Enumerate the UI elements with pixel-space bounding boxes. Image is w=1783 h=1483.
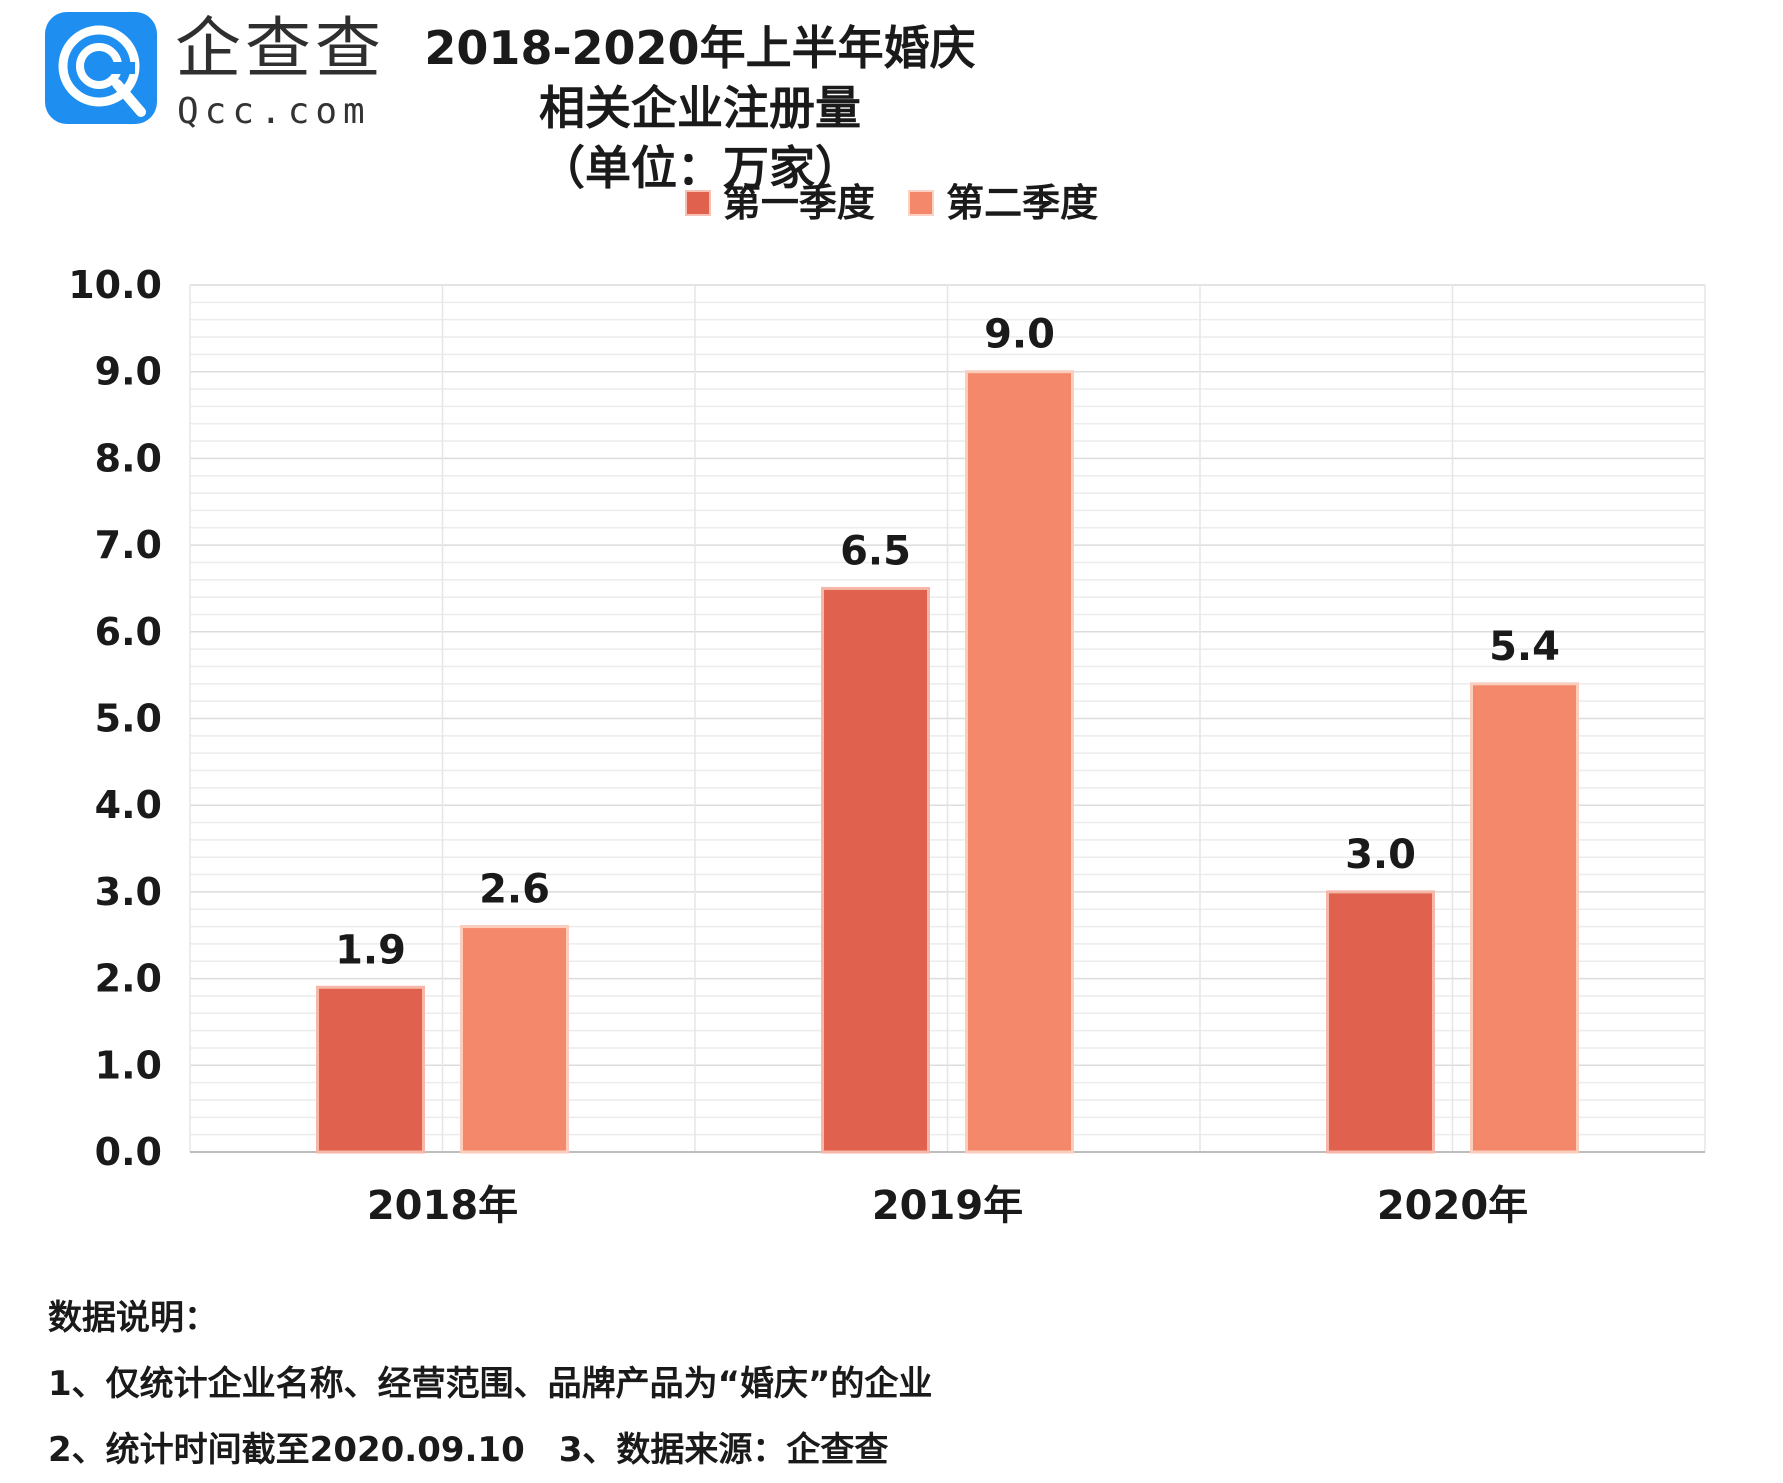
bar-value-label: 3.0 (1345, 832, 1416, 878)
bar (965, 370, 1074, 1154)
qcc-logo-icon (45, 12, 157, 124)
y-tick-label: 0.0 (95, 1130, 162, 1174)
y-tick-label: 5.0 (95, 697, 162, 741)
y-tick-label: 2.0 (95, 957, 162, 1001)
bar-value-label: 1.9 (335, 927, 406, 973)
bar-value-label: 2.6 (479, 867, 550, 913)
data-notes: 数据说明： 1、仅统计企业名称、经营范围、品牌产品为“婚庆”的企业 2、统计时间… (48, 1285, 932, 1483)
notes-line-2: 2、统计时间截至2020.09.10 3、数据来源：企查查 (48, 1430, 889, 1470)
bar-value-label: 5.4 (1489, 624, 1560, 670)
bar (316, 985, 425, 1154)
y-tick-label: 6.0 (95, 610, 162, 654)
bar-chart: 0.0 1.0 2.0 3.0 4.0 5.0 6.0 7.0 8.0 9.0 10.0 1.9 2.6… (68, 263, 1706, 1229)
legend-swatch-q2 (908, 189, 935, 216)
bar-value-label: 6.5 (840, 528, 911, 574)
x-tick-label: 2020年 (1377, 1183, 1528, 1229)
y-tick-label: 9.0 (95, 350, 162, 394)
logo: 企查查 Qcc.com (45, 12, 385, 132)
chart-title-line2: （单位：万家） (539, 141, 861, 195)
chart-legend: 第一季度 第二季度 (0, 172, 1783, 227)
legend-swatch-q1 (684, 189, 711, 216)
bar (821, 586, 930, 1154)
bar (1326, 890, 1435, 1154)
legend-label-q2: 第二季度 (946, 181, 1099, 225)
bar (460, 925, 569, 1154)
y-tick-label: 8.0 (95, 436, 162, 480)
legend-item-q2: 第二季度 (908, 172, 1098, 227)
notes-heading: 数据说明： (48, 1298, 218, 1338)
bar (1470, 682, 1579, 1154)
logo-text-en: Qcc.com (177, 91, 371, 132)
x-tick-label: 2018年 (367, 1183, 518, 1229)
chart-title: 2018-2020年上半年婚庆相关企业注册量 （单位：万家） (420, 18, 980, 198)
chart-title-line1: 2018-2020年上半年婚庆相关企业注册量 (424, 21, 976, 135)
y-tick-label: 3.0 (95, 870, 162, 914)
y-tick-label: 7.0 (95, 523, 162, 567)
y-tick-label: 10.0 (68, 263, 162, 307)
legend-item-q1: 第一季度 (684, 172, 875, 227)
notes-line-1: 1、仅统计企业名称、经营范围、品牌产品为“婚庆”的企业 (48, 1364, 933, 1404)
x-tick-label: 2019年 (872, 1183, 1023, 1229)
legend-label-q1: 第一季度 (722, 181, 875, 225)
y-tick-label: 1.0 (95, 1043, 162, 1087)
bar-value-label: 9.0 (984, 312, 1055, 358)
logo-text-cn: 企查查 (175, 10, 385, 87)
y-tick-label: 4.0 (95, 783, 162, 827)
